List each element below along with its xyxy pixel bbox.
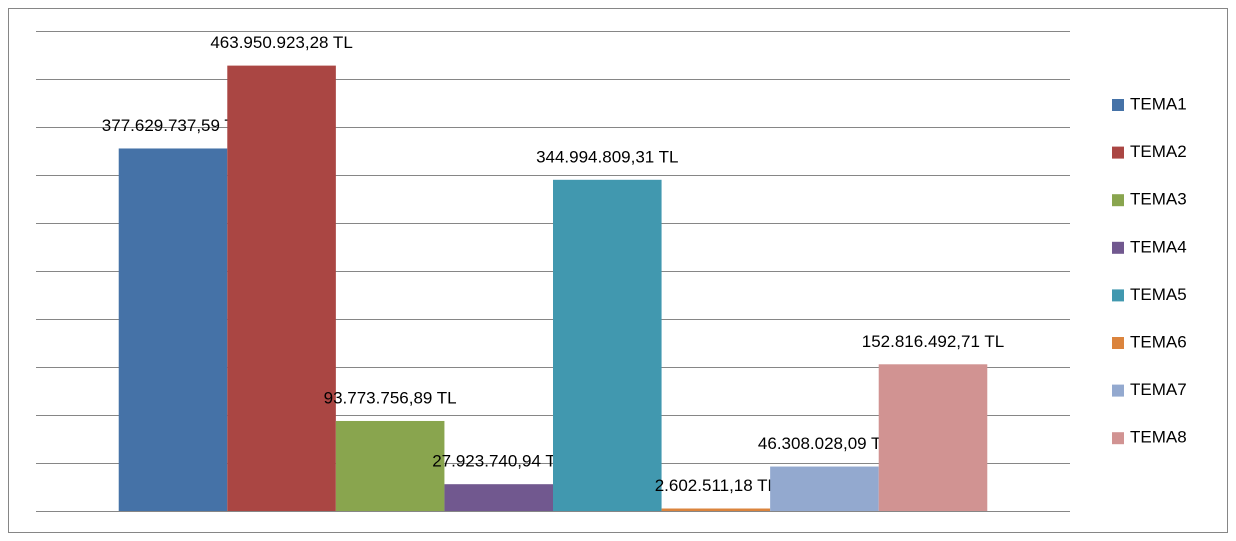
- data-label: 93.773.756,89 TL: [324, 388, 457, 407]
- data-label: 463.950.923,28 TL: [210, 33, 352, 52]
- legend-swatch: [1112, 146, 1124, 159]
- bar: [661, 508, 771, 511]
- legend-label: TEMA6: [1130, 332, 1187, 351]
- bar: [118, 148, 228, 511]
- legend-label: TEMA4: [1130, 237, 1187, 256]
- legend-label: TEMA3: [1130, 190, 1187, 209]
- legend-swatch: [1112, 384, 1124, 397]
- legend-swatch: [1112, 432, 1124, 445]
- data-label: 27.923.740,94 TL: [432, 452, 565, 471]
- data-label: 152.816.492,71 TL: [862, 332, 1004, 351]
- legend-label: TEMA2: [1130, 142, 1187, 161]
- bar: [770, 466, 879, 511]
- legend-swatch: [1112, 289, 1124, 302]
- data-label: 2.602.511,18 TL: [655, 476, 777, 495]
- data-label: 377.629.737,59 TL: [102, 116, 244, 135]
- legend-swatch: [1112, 194, 1124, 207]
- bar: [444, 484, 553, 511]
- legend-label: TEMA1: [1130, 94, 1187, 113]
- data-label: 46.308.028,09 TL: [758, 434, 891, 453]
- bar: [878, 364, 988, 511]
- legend-label: TEMA7: [1130, 380, 1187, 399]
- legend-label: TEMA8: [1130, 428, 1187, 447]
- bar: [335, 420, 445, 511]
- legend-swatch: [1112, 241, 1124, 254]
- legend-label: TEMA5: [1130, 285, 1187, 304]
- bar: [227, 65, 336, 511]
- bar: [553, 179, 662, 511]
- legend-swatch: [1112, 337, 1124, 349]
- legend-swatch: [1112, 99, 1124, 111]
- data-label: 344.994.809,31 TL: [536, 147, 678, 166]
